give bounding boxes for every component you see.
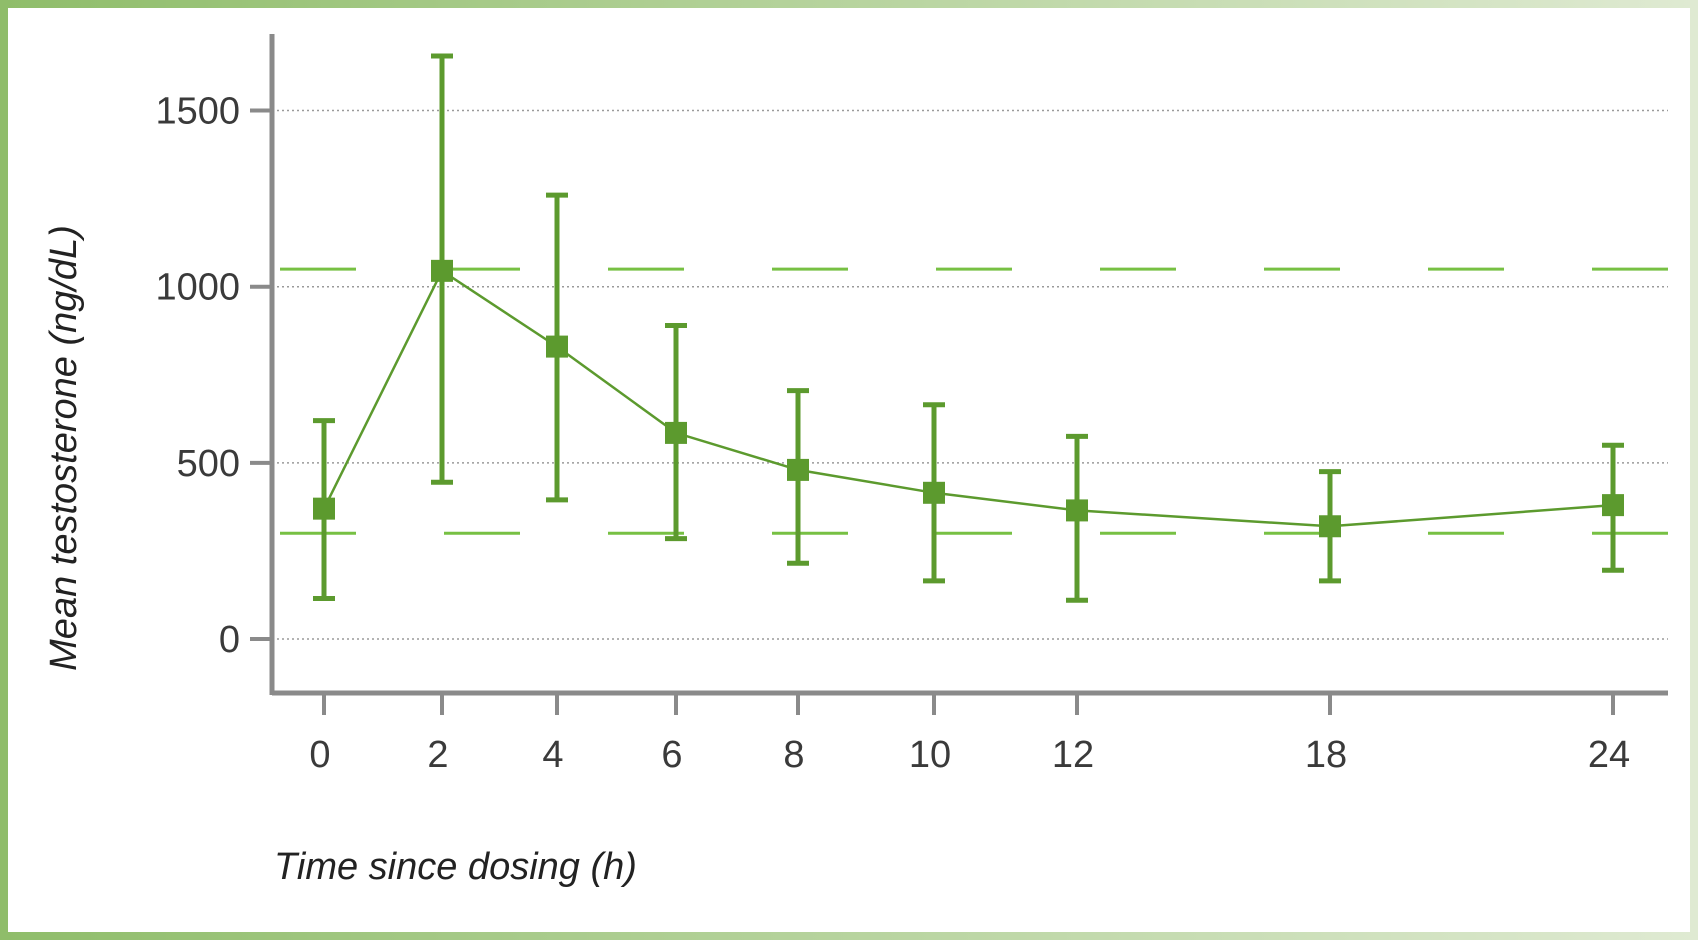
data-point <box>546 335 568 358</box>
data-point <box>1066 499 1088 522</box>
data-point <box>431 259 453 282</box>
grid-lines <box>272 109 1668 640</box>
x-axis-title: Time since dosing (h) <box>274 846 637 888</box>
x-tick-label: 24 <box>1588 734 1630 776</box>
y-tick-label: 1500 <box>155 91 240 133</box>
x-tick-label: 6 <box>661 734 682 776</box>
data-point <box>665 421 687 444</box>
data-point <box>313 497 335 520</box>
data-point <box>787 458 809 481</box>
series <box>313 53 1624 603</box>
x-tick-label: 18 <box>1305 734 1347 776</box>
data-point <box>1602 494 1624 517</box>
data-point <box>1319 515 1341 538</box>
y-tick-label: 0 <box>219 619 240 661</box>
x-tick-label: 12 <box>1052 734 1094 776</box>
x-tick-label: 2 <box>427 734 448 776</box>
x-tick-label: 0 <box>309 734 330 776</box>
x-tick-label: 8 <box>783 734 804 776</box>
x-tick-label: 10 <box>909 734 951 776</box>
x-tick-label: 4 <box>542 734 563 776</box>
y-axis-title: Mean testosterone (ng/dL) <box>43 225 85 671</box>
data-point <box>923 481 945 504</box>
series-line <box>322 269 1614 528</box>
y-tick-label: 1000 <box>155 267 240 309</box>
y-tick-label: 500 <box>177 443 240 485</box>
reference-lines <box>280 267 1668 535</box>
